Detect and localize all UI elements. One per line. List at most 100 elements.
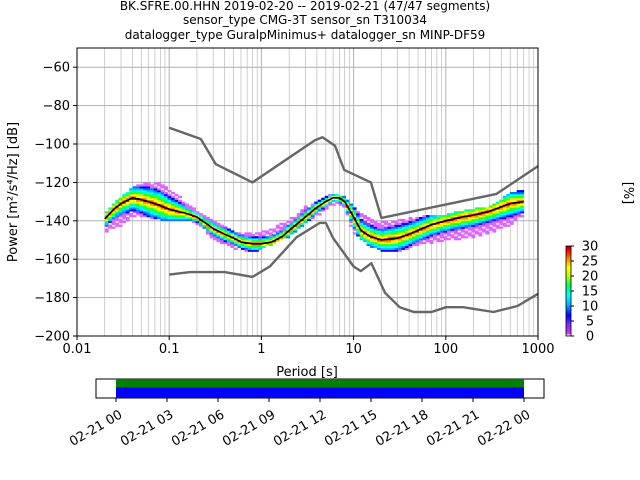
psd-cell bbox=[136, 190, 141, 193]
psd-cell bbox=[300, 220, 305, 224]
psd-cell bbox=[478, 207, 483, 210]
psd-cell bbox=[122, 197, 127, 200]
psd-cell bbox=[111, 203, 116, 206]
psd-cell bbox=[460, 226, 465, 229]
psd-cell bbox=[474, 224, 479, 227]
psd-cell bbox=[471, 236, 476, 239]
psd-cell bbox=[160, 184, 165, 187]
psd-cell bbox=[261, 238, 266, 241]
psd-cell bbox=[293, 218, 298, 222]
psd-cell bbox=[422, 232, 427, 235]
psd-cell bbox=[122, 209, 127, 212]
psd-cell bbox=[122, 195, 127, 199]
psd-cell bbox=[223, 241, 228, 245]
psd-cell bbox=[125, 213, 130, 216]
psd-cell bbox=[108, 226, 113, 229]
psd-cell bbox=[115, 199, 120, 202]
psd-cell bbox=[115, 211, 120, 214]
psd-cell bbox=[394, 247, 399, 250]
psd-cell bbox=[349, 207, 354, 210]
psd-cell bbox=[506, 211, 511, 214]
colorbar bbox=[565, 245, 572, 337]
psd-cell bbox=[513, 216, 518, 220]
psd-cell bbox=[453, 226, 458, 229]
psd-cell bbox=[384, 245, 388, 248]
psd-cell bbox=[331, 203, 336, 206]
psd-cell bbox=[146, 199, 151, 202]
y-tick-label: −80 bbox=[43, 99, 70, 114]
psd-cell bbox=[115, 224, 120, 227]
psd-cell bbox=[153, 192, 158, 195]
psd-cell bbox=[520, 205, 525, 208]
psd-cell bbox=[237, 238, 242, 241]
psd-cell bbox=[377, 224, 381, 227]
psd-cell bbox=[317, 199, 322, 202]
psd-cell bbox=[216, 236, 221, 239]
psd-cell bbox=[185, 211, 189, 214]
psd-cell bbox=[387, 241, 392, 245]
psd-cell bbox=[174, 205, 179, 208]
psd-cell bbox=[485, 209, 490, 212]
psd-cell bbox=[492, 215, 497, 218]
psd-cell bbox=[387, 236, 392, 239]
psd-cell bbox=[226, 236, 231, 239]
psd-cell bbox=[384, 228, 388, 231]
psd-cell bbox=[160, 201, 165, 204]
psd-cell bbox=[450, 230, 455, 233]
psd-cell bbox=[226, 230, 231, 233]
psd-cell bbox=[443, 215, 448, 218]
psd-cell bbox=[150, 207, 155, 210]
psd-cell bbox=[373, 240, 378, 243]
psd-cell bbox=[254, 247, 259, 250]
y-tick-label: −160 bbox=[34, 253, 70, 268]
psd-cell bbox=[209, 218, 214, 222]
psd-cell bbox=[178, 218, 182, 222]
psd-cell bbox=[499, 226, 504, 229]
psd-cell bbox=[478, 234, 483, 237]
psd-cell bbox=[167, 205, 172, 208]
psd-cell bbox=[467, 220, 472, 224]
psd-cell bbox=[146, 197, 151, 200]
psd-cell bbox=[132, 195, 137, 199]
psd-cell bbox=[328, 193, 333, 197]
psd-cell bbox=[516, 205, 521, 208]
psd-cell bbox=[425, 218, 430, 222]
psd-cell bbox=[513, 203, 518, 206]
psd-cell bbox=[300, 215, 305, 218]
psd-cell bbox=[136, 211, 141, 214]
psd-cell bbox=[349, 218, 354, 222]
psd-cell bbox=[453, 215, 458, 218]
psd-cell bbox=[202, 216, 207, 220]
psd-cell bbox=[443, 230, 448, 233]
psd-cell bbox=[136, 207, 141, 210]
psd-cell bbox=[199, 216, 203, 220]
psd-cell bbox=[125, 195, 130, 199]
psd-cell bbox=[366, 241, 371, 245]
availability-bar-bottom bbox=[116, 387, 524, 398]
psd-cell bbox=[422, 218, 427, 222]
psd-cell bbox=[132, 205, 137, 208]
psd-cell bbox=[335, 197, 340, 200]
psd-cell bbox=[212, 234, 217, 237]
psd-cell bbox=[377, 228, 381, 231]
psd-cell bbox=[275, 226, 280, 229]
psd-cell bbox=[244, 247, 249, 250]
psd-cell bbox=[425, 226, 430, 229]
psd-cell bbox=[164, 195, 168, 199]
psd-cell bbox=[178, 207, 182, 210]
psd-cell bbox=[233, 232, 238, 235]
psd-cell bbox=[415, 218, 420, 222]
psd-cell bbox=[457, 228, 462, 231]
psd-cell bbox=[195, 220, 200, 224]
psd-cell bbox=[422, 224, 427, 227]
psd-cell bbox=[432, 215, 437, 218]
psd-cell bbox=[460, 220, 465, 224]
psd-cell bbox=[216, 222, 221, 225]
psd-cell bbox=[324, 197, 329, 200]
psd-cell bbox=[391, 241, 395, 245]
colorbar-tick-label: 10 bbox=[582, 300, 599, 315]
psd-cell bbox=[237, 236, 242, 239]
psd-cell bbox=[513, 193, 518, 197]
psd-cell bbox=[363, 238, 368, 241]
psd-cell bbox=[265, 240, 270, 243]
